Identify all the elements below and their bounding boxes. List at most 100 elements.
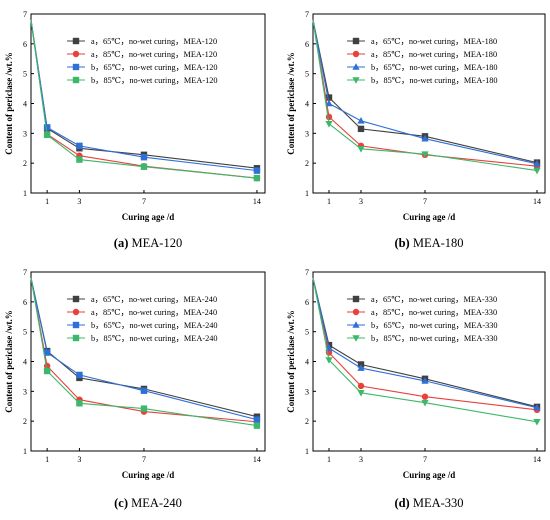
legend-entry: b，65℃，no-wet curing，MEA-240 xyxy=(91,321,218,330)
x-tick-label: 7 xyxy=(142,197,146,206)
y-tick-label: 4 xyxy=(23,100,27,109)
y-tick-label: 7 xyxy=(305,268,309,277)
data-point-4 xyxy=(76,400,83,407)
x-axis-label: Curing age /d xyxy=(403,470,456,480)
panel-caption-text: MEA-120 xyxy=(132,236,183,250)
y-tick-label: 3 xyxy=(23,387,27,396)
y-tick-label: 4 xyxy=(305,100,309,109)
legend-entry: b，85℃，no-wet curing，MEA-180 xyxy=(371,76,498,85)
panel-caption: (d) MEA-330 xyxy=(394,496,463,510)
x-tick-label: 3 xyxy=(359,455,363,464)
chart-panel-1: 1 2 3 4 5 6 7 1 3 7 14 Curing age /d Content of peri… xyxy=(4,10,266,250)
data-point-4 xyxy=(253,174,261,182)
x-tick-label: 14 xyxy=(533,455,541,464)
x-tick-label: 7 xyxy=(423,197,427,206)
data-point-4 xyxy=(140,405,148,412)
legend-entry: b，85℃，no-wet curing，MEA-330 xyxy=(371,334,498,343)
y-tick-label: 2 xyxy=(23,159,27,168)
legend-entry: a，65℃，no-wet curing，MEA-240 xyxy=(91,295,217,304)
data-point-1 xyxy=(357,125,365,133)
legend-entry: b，65℃，no-wet curing，MEA-330 xyxy=(371,321,498,330)
data-point-4 xyxy=(43,367,51,375)
y-tick-label: 1 xyxy=(305,447,309,456)
y-axis-label: Content of periclase /wt.% xyxy=(4,52,14,154)
data-point-2 xyxy=(325,113,333,121)
panel-caption-text: MEA-330 xyxy=(413,496,464,510)
x-tick-label: 1 xyxy=(45,455,49,464)
legend-marker xyxy=(72,295,80,303)
x-tick-label: 14 xyxy=(533,197,541,206)
legend-entry: b，65℃，no-wet curing，MEA-180 xyxy=(371,63,498,72)
legend-marker xyxy=(72,321,80,329)
data-point-3 xyxy=(357,117,365,124)
legend-entry: a，85℃，no-wet curing，MEA-180 xyxy=(371,50,497,59)
legend-entry: a，65℃，no-wet curing，MEA-120 xyxy=(91,37,217,46)
data-point-4 xyxy=(421,399,429,407)
x-axis-label: Curing age /d xyxy=(122,470,175,480)
data-point-3 xyxy=(76,142,83,150)
panel-caption-label: (d) xyxy=(394,496,412,510)
panel-caption: (b) MEA-180 xyxy=(394,236,463,250)
legend-entry: a，85℃，no-wet curing，MEA-120 xyxy=(91,50,217,59)
y-tick-label: 7 xyxy=(23,10,27,19)
y-tick-label: 5 xyxy=(23,328,27,337)
y-tick-label: 2 xyxy=(305,159,309,168)
panel-caption-text: MEA-180 xyxy=(413,236,464,250)
data-point-4 xyxy=(357,146,365,153)
legend-entry: b，85℃，no-wet curing，MEA-120 xyxy=(91,76,218,85)
x-tick-label: 3 xyxy=(359,197,363,206)
y-tick-label: 1 xyxy=(23,189,27,198)
x-tick-label: 3 xyxy=(77,197,81,206)
y-tick-label: 3 xyxy=(305,387,309,396)
data-point-4 xyxy=(43,131,51,139)
legend-marker xyxy=(72,50,80,58)
data-point-3 xyxy=(140,154,148,161)
y-tick-label: 6 xyxy=(23,40,27,49)
y-axis-label: Content of periclase /wt.% xyxy=(286,52,296,154)
y-tick-label: 5 xyxy=(23,70,27,79)
x-tick-label: 1 xyxy=(45,197,49,206)
data-point-3 xyxy=(140,387,148,394)
legend-entry: a，85℃，no-wet curing，MEA-240 xyxy=(91,308,217,317)
y-tick-label: 6 xyxy=(23,298,27,307)
y-tick-label: 2 xyxy=(23,417,27,426)
x-tick-label: 14 xyxy=(253,455,261,464)
x-axis-label: Curing age /d xyxy=(122,212,175,222)
y-tick-label: 3 xyxy=(23,129,27,138)
legend-marker xyxy=(352,63,360,70)
panel-caption-label: (b) xyxy=(394,236,412,250)
legend-entry: b，65℃，no-wet curing，MEA-120 xyxy=(91,63,218,72)
legend-marker xyxy=(352,37,360,45)
x-axis-label: Curing age /d xyxy=(403,212,456,222)
y-axis-label: Content of periclase /wt.% xyxy=(4,310,14,412)
legend-marker xyxy=(72,63,80,71)
panel-caption-text: MEA-240 xyxy=(131,496,182,510)
panel-caption-label: (c) xyxy=(114,496,131,510)
x-tick-label: 7 xyxy=(142,455,146,464)
y-tick-label: 1 xyxy=(305,189,309,198)
y-tick-label: 3 xyxy=(305,129,309,138)
y-axis-label: Content of periclase /wt.% xyxy=(286,310,296,412)
x-tick-label: 3 xyxy=(77,455,81,464)
legend-marker xyxy=(352,321,360,328)
data-point-4 xyxy=(357,390,365,397)
legend-marker xyxy=(352,77,360,84)
data-point-4 xyxy=(325,357,333,364)
x-tick-label: 1 xyxy=(327,197,331,206)
y-tick-label: 7 xyxy=(23,268,27,277)
legend-entry: a，65℃，no-wet curing，MEA-180 xyxy=(371,37,497,46)
y-tick-label: 5 xyxy=(305,328,309,337)
legend-marker xyxy=(352,50,360,58)
data-point-2 xyxy=(421,393,429,400)
y-tick-label: 6 xyxy=(305,40,309,49)
data-point-3 xyxy=(253,167,261,174)
x-tick-label: 7 xyxy=(423,455,427,464)
x-tick-label: 1 xyxy=(327,455,331,464)
data-point-1 xyxy=(325,94,333,101)
chart-panel-2: 1 2 3 4 5 6 7 1 3 7 14 Curing age /d Content of peri… xyxy=(286,10,546,250)
y-tick-label: 6 xyxy=(305,298,309,307)
data-point-2 xyxy=(357,382,365,390)
legend-marker xyxy=(352,335,360,342)
y-tick-label: 4 xyxy=(23,358,27,367)
data-point-3 xyxy=(421,377,429,384)
